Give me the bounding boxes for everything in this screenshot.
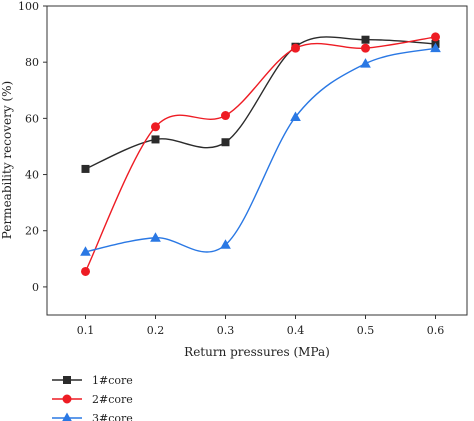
x-tick-label: 0.2 — [147, 324, 165, 337]
y-tick-label: 100 — [18, 0, 39, 13]
series-markers — [80, 32, 441, 276]
data-point-1-core — [361, 35, 370, 44]
legend-marker-1-core — [63, 376, 71, 384]
y-tick-label: 80 — [25, 56, 39, 69]
y-axis: 0 20 40 60 80 100 — [18, 0, 47, 294]
data-point-1-core — [81, 164, 90, 173]
data-point-2-core — [151, 122, 160, 132]
data-point-3-core — [430, 42, 441, 53]
data-point-1-core — [151, 135, 160, 144]
data-point-3-core — [220, 239, 231, 249]
legend-label-1-core: 1#core — [92, 374, 133, 387]
x-tick-label: 0.3 — [217, 324, 235, 337]
data-point-2-core — [431, 32, 440, 42]
y-tick-label: 60 — [25, 112, 39, 125]
x-tick-label: 0.4 — [287, 324, 305, 337]
data-point-3-core — [290, 111, 301, 121]
data-point-3-core — [80, 246, 91, 256]
data-point-3-core — [360, 58, 371, 68]
x-tick-label: 0.5 — [357, 324, 375, 337]
y-axis-title: Permeability recovery (%) — [0, 81, 14, 239]
series-line-3-core — [85, 47, 436, 253]
series-lines — [84, 36, 436, 272]
legend: 1#core 2#core 3#core — [52, 374, 133, 421]
x-axis-title: Return pressures (MPa) — [184, 345, 330, 359]
legend-marker-2-core — [62, 394, 72, 404]
legend-label-2-core: 2#core — [92, 393, 133, 406]
plot-frame — [46, 5, 468, 316]
data-point-2-core — [361, 43, 370, 53]
data-point-2-core — [221, 111, 230, 121]
legend-label-3-core: 3#core — [92, 412, 133, 421]
legend-marker-3-core — [62, 412, 72, 421]
data-point-1-core — [221, 138, 230, 147]
y-tick-label: 40 — [25, 169, 39, 182]
x-tick-label: 0.1 — [77, 324, 95, 337]
x-axis: 0.1 0.2 0.3 0.4 0.5 0.6 — [77, 315, 445, 337]
data-point-2-core — [81, 266, 90, 276]
data-point-2-core — [291, 43, 300, 53]
y-tick-label: 20 — [25, 225, 39, 238]
y-tick-label: 0 — [32, 281, 39, 294]
x-tick-label: 0.6 — [427, 324, 445, 337]
data-point-3-core — [150, 232, 161, 242]
series-line-2-core — [84, 36, 436, 272]
